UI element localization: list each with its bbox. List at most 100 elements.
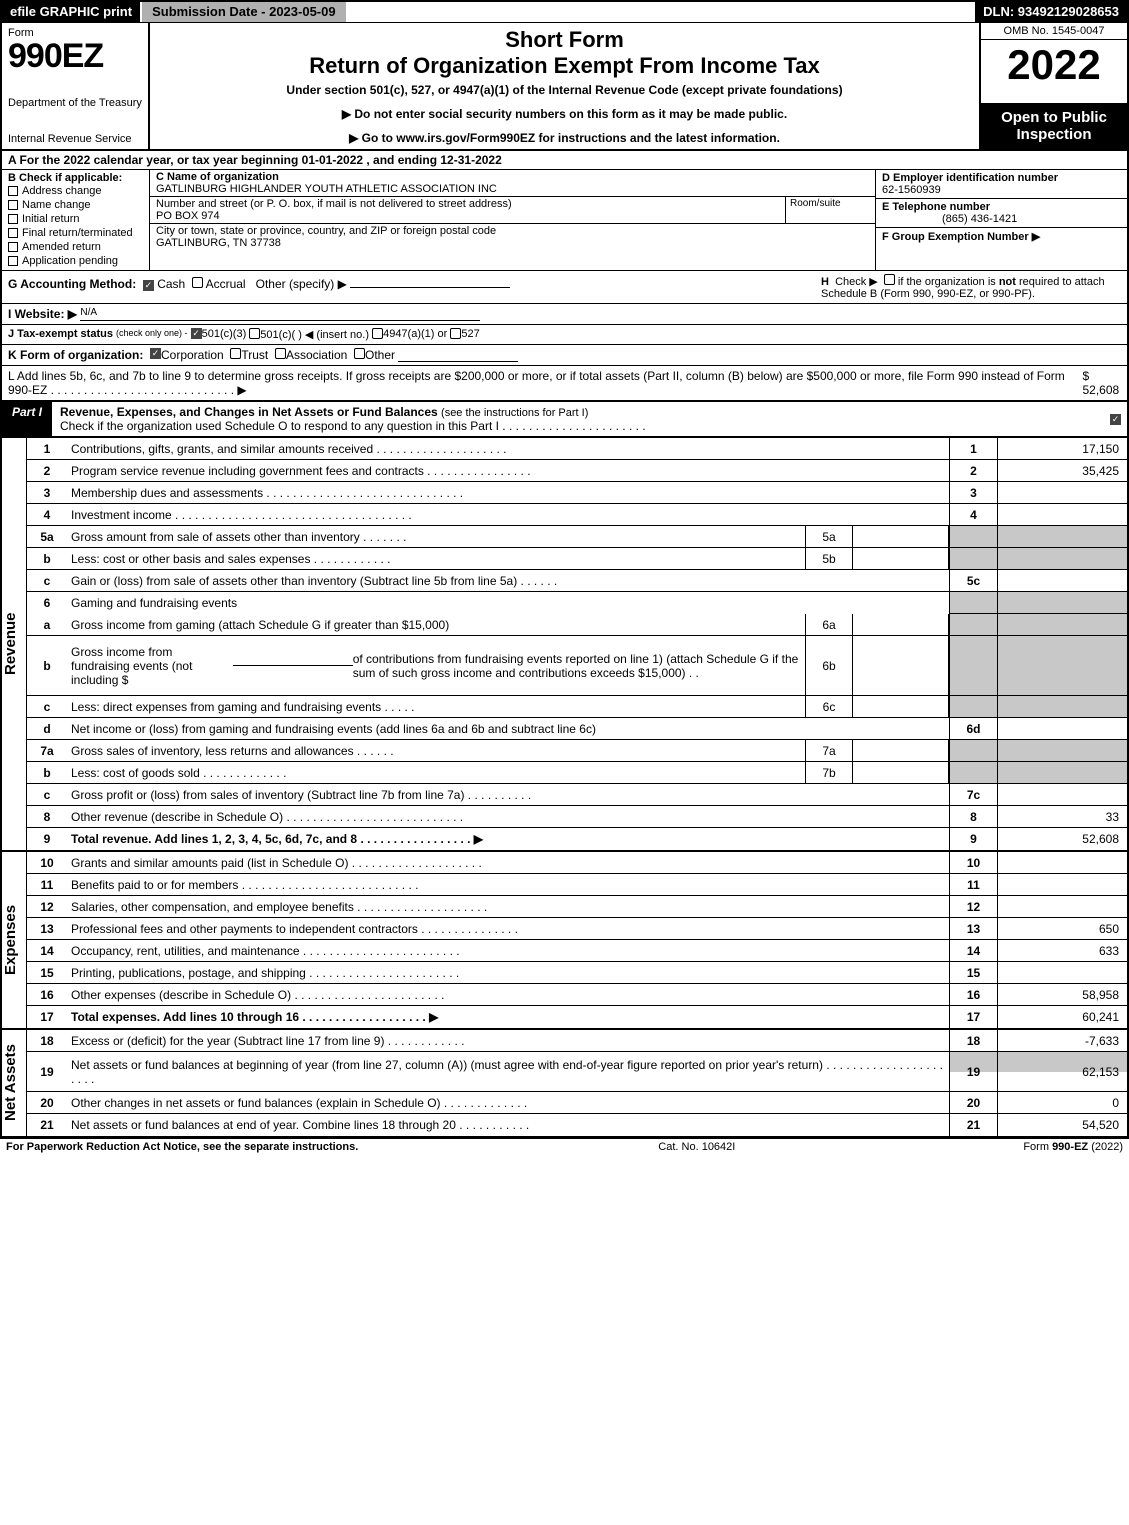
- checkbox-icon[interactable]: [450, 328, 461, 339]
- checkbox-icon: [8, 186, 18, 196]
- line-6c: cLess: direct expenses from gaming and f…: [27, 696, 1127, 718]
- city-row: City or town, state or province, country…: [150, 224, 875, 250]
- checkbox-icon[interactable]: [275, 348, 286, 359]
- short-form-title: Short Form: [160, 27, 969, 53]
- gross-receipts-amount: $ 52,608: [1082, 369, 1121, 397]
- line-18-value: -7,633: [997, 1030, 1127, 1051]
- line-11: 11Benefits paid to or for members . . . …: [27, 874, 1127, 896]
- checkbox-icon: [8, 242, 18, 252]
- catalog-number: Cat. No. 10642I: [658, 1141, 735, 1153]
- line-17-value: 60,241: [997, 1006, 1127, 1028]
- page-footer: For Paperwork Reduction Act Notice, see …: [0, 1138, 1129, 1155]
- header-left: Form 990EZ Department of the Treasury In…: [2, 23, 150, 149]
- line-3: 3Membership dues and assessments . . . .…: [27, 482, 1127, 504]
- chk-name-change[interactable]: Name change: [8, 198, 143, 212]
- goto-line: ▶ Go to www.irs.gov/Form990EZ for instru…: [160, 131, 969, 145]
- line-6a: aGross income from gaming (attach Schedu…: [27, 614, 1127, 636]
- g-h-row: G Accounting Method: ✓ Cash Accrual Othe…: [0, 271, 1129, 304]
- top-bar: efile GRAPHIC print Submission Date - 20…: [0, 0, 1129, 22]
- efile-button[interactable]: efile GRAPHIC print: [2, 2, 142, 22]
- submission-date: Submission Date - 2023-05-09: [142, 2, 346, 22]
- checkbox-checked-icon: ✓: [143, 280, 154, 291]
- open-public-box: Open to Public Inspection: [981, 103, 1127, 149]
- line-13-value: 650: [997, 918, 1127, 939]
- city: GATLINBURG, TN 37738: [156, 237, 281, 249]
- header-right: OMB No. 1545-0047 2022 Open to Public In…: [979, 23, 1127, 149]
- checkbox-icon[interactable]: [354, 348, 365, 359]
- form-number-footer: Form 990-EZ (2022): [1023, 1141, 1123, 1153]
- line-7c-value: [997, 784, 1127, 805]
- line-6d-value: [997, 718, 1127, 739]
- revenue-section: Revenue 1Contributions, gifts, grants, a…: [0, 438, 1129, 852]
- chk-final-return[interactable]: Final return/terminated: [8, 226, 143, 240]
- line-19-value: 62,153: [1082, 1065, 1119, 1079]
- line-11-value: [997, 874, 1127, 895]
- tel-section: E Telephone number (865) 436-1421: [876, 199, 1127, 228]
- checkbox-checked-icon: ✓: [191, 328, 202, 339]
- line-21-value: 54,520: [997, 1114, 1127, 1136]
- line-2-value: 35,425: [997, 460, 1127, 481]
- k-form-org-row: K Form of organization: ✓ Corporation Tr…: [0, 345, 1129, 366]
- dln-label: DLN: 93492129028653: [975, 2, 1127, 22]
- revenue-vlabel: Revenue: [2, 438, 26, 850]
- line-6: 6Gaming and fundraising events: [27, 592, 1127, 614]
- line-15-value: [997, 962, 1127, 983]
- chk-initial-return[interactable]: Initial return: [8, 212, 143, 226]
- checkbox-icon[interactable]: [884, 274, 895, 285]
- net-assets-section: Net Assets 18Excess or (deficit) for the…: [0, 1030, 1129, 1138]
- checkbox-icon[interactable]: [192, 277, 203, 288]
- line-12: 12Salaries, other compensation, and empl…: [27, 896, 1127, 918]
- line-10-value: [997, 852, 1127, 873]
- b-header: B Check if applicable:: [8, 172, 143, 184]
- chk-amended-return[interactable]: Amended return: [8, 240, 143, 254]
- checkbox-icon[interactable]: [230, 348, 241, 359]
- org-name: GATLINBURG HIGHLANDER YOUTH ATHLETIC ASS…: [156, 183, 497, 195]
- checkbox-icon: [8, 256, 18, 266]
- line-5a: 5aGross amount from sale of assets other…: [27, 526, 1127, 548]
- line-3-value: [997, 482, 1127, 503]
- no-ssn-line: ▶ Do not enter social security numbers o…: [160, 107, 969, 121]
- line-8-value: 33: [997, 806, 1127, 827]
- tax-year: 2022: [981, 40, 1127, 90]
- j-tax-exempt-row: J Tax-exempt status (check only one) - ✓…: [0, 325, 1129, 345]
- chk-address-change[interactable]: Address change: [8, 184, 143, 198]
- checkbox-icon[interactable]: [249, 328, 260, 339]
- line-7a: 7aGross sales of inventory, less returns…: [27, 740, 1127, 762]
- under-section: Under section 501(c), 527, or 4947(a)(1)…: [160, 83, 969, 97]
- line-1: 1Contributions, gifts, grants, and simil…: [27, 438, 1127, 460]
- line-9-value: 52,608: [997, 828, 1127, 850]
- line-16-value: 58,958: [997, 984, 1127, 1005]
- line-15: 15Printing, publications, postage, and s…: [27, 962, 1127, 984]
- checkbox-icon[interactable]: [372, 328, 383, 339]
- l-gross-receipts: L Add lines 5b, 6c, and 7b to line 9 to …: [0, 366, 1129, 402]
- line-4: 4Investment income . . . . . . . . . . .…: [27, 504, 1127, 526]
- other-specify-input[interactable]: [350, 274, 510, 288]
- h-schedule-b: H Check ▶ if the organization is not req…: [821, 274, 1121, 300]
- section-bcd: B Check if applicable: Address change Na…: [0, 170, 1129, 271]
- line-a: A For the 2022 calendar year, or tax yea…: [0, 151, 1129, 170]
- dept-treasury: Department of the Treasury: [8, 97, 142, 109]
- line-10: 10Grants and similar amounts paid (list …: [27, 852, 1127, 874]
- line-6d: dNet income or (loss) from gaming and fu…: [27, 718, 1127, 740]
- line-7b: bLess: cost of goods sold . . . . . . . …: [27, 762, 1127, 784]
- checkbox-icon: [8, 214, 18, 224]
- form-number: 990EZ: [8, 39, 142, 73]
- line-4-value: [997, 504, 1127, 525]
- line-14-value: 633: [997, 940, 1127, 961]
- other-org-input[interactable]: [398, 348, 518, 362]
- form-header: Form 990EZ Department of the Treasury In…: [0, 22, 1129, 151]
- omb-number: OMB No. 1545-0047: [981, 23, 1127, 40]
- i-website-row: I Website: ▶ N/A: [0, 304, 1129, 325]
- column-c: C Name of organization GATLINBURG HIGHLA…: [150, 170, 875, 270]
- chk-application-pending[interactable]: Application pending: [8, 254, 143, 268]
- line-18: 18Excess or (deficit) for the year (Subt…: [27, 1030, 1127, 1052]
- line-6b: bGross income from fundraising events (n…: [27, 636, 1127, 696]
- line-5c: cGain or (loss) from sale of assets othe…: [27, 570, 1127, 592]
- line-2: 2Program service revenue including gover…: [27, 460, 1127, 482]
- line-7c: cGross profit or (loss) from sales of in…: [27, 784, 1127, 806]
- room-suite: Room/suite: [785, 197, 875, 224]
- line-21: 21Net assets or fund balances at end of …: [27, 1114, 1127, 1136]
- expenses-vlabel: Expenses: [2, 852, 26, 1028]
- line-16: 16Other expenses (describe in Schedule O…: [27, 984, 1127, 1006]
- line-20-value: 0: [997, 1092, 1127, 1113]
